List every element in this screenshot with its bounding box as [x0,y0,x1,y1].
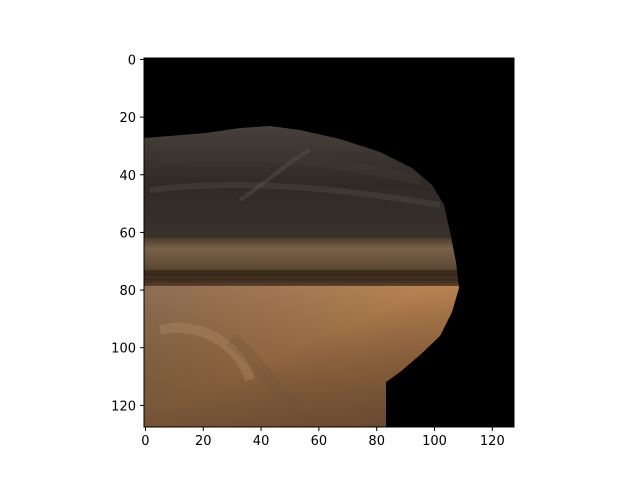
y-tick-label: 0 [128,53,136,68]
y-axis: 0 20 40 60 80 100 120 [111,53,144,414]
axes-frame [143,57,515,428]
x-axis: 0 20 40 60 80 100 120 [141,427,505,449]
x-tick-label: 100 [422,434,447,449]
x-tick-label: 0 [141,434,149,449]
y-tick-label: 40 [119,169,136,184]
x-tick-label: 40 [253,434,270,449]
y-tick-label: 60 [119,226,136,241]
y-tick-label: 80 [119,284,136,299]
x-tick-label: 120 [480,434,505,449]
x-tick-label: 20 [195,434,212,449]
x-tick-label: 80 [368,434,385,449]
y-tick-label: 20 [119,111,136,126]
x-tick-label: 60 [311,434,328,449]
y-tick-label: 100 [111,342,136,357]
y-tick-label: 120 [111,399,136,414]
